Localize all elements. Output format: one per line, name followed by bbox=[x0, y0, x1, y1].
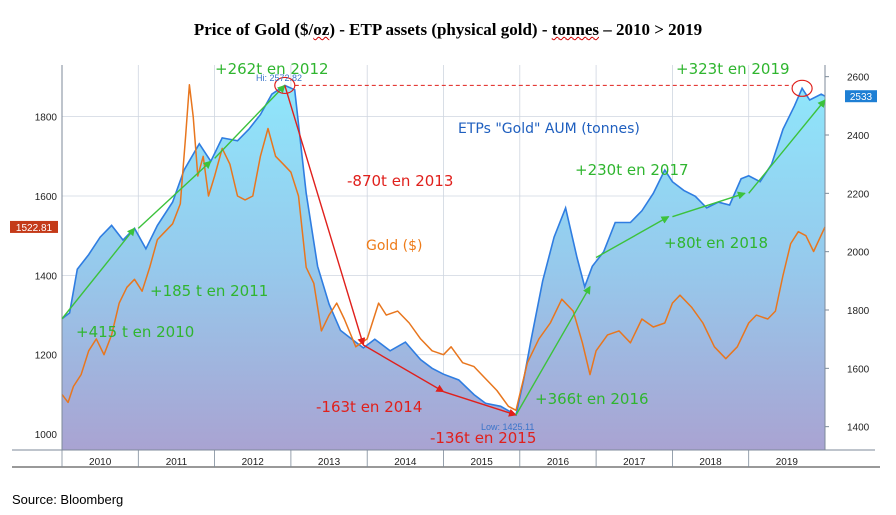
y-left-tick-label: 1400 bbox=[35, 271, 58, 282]
annotation-label: +366t en 2016 bbox=[535, 390, 649, 408]
annotation-label: +185 t en 2011 bbox=[150, 282, 268, 300]
x-tick-label: 2019 bbox=[776, 457, 799, 468]
x-tick-label: 2016 bbox=[547, 457, 570, 468]
x-tick-label: 2012 bbox=[242, 457, 265, 468]
y-right-tick-label: 1400 bbox=[847, 423, 870, 434]
title-part: – 2010 > 2019 bbox=[598, 20, 703, 39]
etp-last-value: 2533 bbox=[850, 92, 873, 103]
annotations: +415 t en 2010 +185 t en 2011 +262t en 201… bbox=[76, 60, 790, 447]
x-tick-label: 2014 bbox=[394, 457, 417, 468]
source-note: Source: Bloomberg bbox=[12, 492, 124, 507]
gold-series-label: Gold ($) bbox=[366, 238, 422, 254]
x-tick-label: 2010 bbox=[89, 457, 112, 468]
x-tick-label: 2018 bbox=[699, 457, 722, 468]
y-right-tick-label: 2000 bbox=[847, 248, 870, 259]
y-right-tick-label: 1600 bbox=[847, 364, 870, 375]
y-right-tick-label: 2200 bbox=[847, 189, 870, 200]
up-trend-arrow bbox=[214, 84, 286, 159]
y-left-tick-label: 1000 bbox=[35, 430, 58, 441]
x-tick-label: 2017 bbox=[623, 457, 646, 468]
annotation-label: -136t en 2015 bbox=[430, 429, 536, 447]
down-trend-arrow bbox=[363, 344, 445, 393]
gold-last-tag bbox=[10, 220, 58, 233]
x-tick-label: 2011 bbox=[166, 457, 188, 468]
title-part-tonnes: tonnes bbox=[551, 20, 599, 39]
x-tick-label: 2015 bbox=[471, 457, 494, 468]
title-part-oz: oz bbox=[313, 20, 330, 39]
y-right-tick-label: 1800 bbox=[847, 306, 870, 317]
etp-series-label: ETPs "Gold" AUM (tonnes) bbox=[458, 121, 640, 137]
up-trend-arrow bbox=[515, 285, 591, 416]
y-left-tick-label: 1800 bbox=[35, 113, 58, 124]
title-part: ) - ETP assets (physical gold) - bbox=[329, 20, 552, 39]
down-trend-arrow bbox=[284, 85, 366, 346]
title-part: Price of Gold ($/ bbox=[193, 20, 314, 39]
x-tick-label: 2013 bbox=[318, 457, 341, 468]
y-right-tick-label: 2600 bbox=[847, 73, 870, 84]
axes: 1000 1200 1400 1600 1800 1400 1600 1800 2000 2200… bbox=[10, 65, 880, 468]
up-trend-arrow bbox=[672, 191, 746, 218]
hi-label: Hi: 2572.82 bbox=[256, 73, 302, 83]
gold-series-line bbox=[61, 84, 826, 412]
up-trend-arrow bbox=[595, 216, 670, 259]
y-right-tick-label: 2400 bbox=[847, 131, 870, 142]
up-trend-arrow bbox=[137, 160, 212, 229]
annotation-label: +230t en 2017 bbox=[575, 161, 689, 179]
annotation-label: +323t en 2019 bbox=[676, 60, 790, 78]
low-label: Low: 1425.11 bbox=[481, 422, 534, 432]
up-trend-arrow bbox=[61, 227, 136, 320]
peak-2019-circle bbox=[791, 79, 813, 97]
etp-last-tag bbox=[845, 90, 877, 103]
down-trend-arrow bbox=[443, 391, 517, 417]
gold-last-value: 1522.81 bbox=[16, 223, 53, 234]
up-trend-arrow bbox=[748, 99, 826, 194]
annotation-label: -870t en 2013 bbox=[347, 172, 453, 190]
annotation-label: +80t en 2018 bbox=[664, 234, 768, 252]
annotation-label: -163t en 2014 bbox=[316, 398, 422, 416]
annotation-label: +262t en 2012 bbox=[215, 60, 329, 78]
etp-area-fill bbox=[62, 85, 825, 451]
y-left-tick-label: 1200 bbox=[35, 351, 58, 362]
y-left-tick-label: 1600 bbox=[35, 192, 58, 203]
gold-line bbox=[61, 84, 826, 412]
chart-title: Price of Gold ($/oz) - ETP assets (physi… bbox=[0, 20, 896, 40]
annotation-label: +415 t en 2010 bbox=[76, 323, 194, 341]
trend-arrows bbox=[61, 76, 826, 417]
